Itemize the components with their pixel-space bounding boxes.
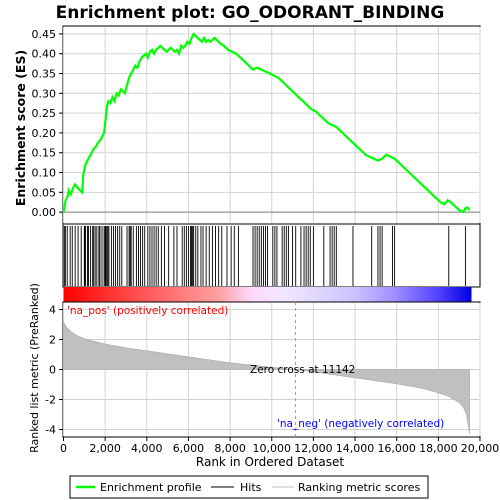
es-y-tick-label: 0.20 [32, 127, 57, 140]
pos-annotation: 'na_pos' (positively correlated) [67, 305, 228, 317]
x-tick-label: 0 [60, 442, 67, 455]
x-tick-label: 4,000 [131, 442, 163, 455]
es-y-tick-label: 0.05 [32, 186, 57, 199]
es-y-tick-label: 0.25 [32, 107, 57, 120]
legend-enrichment-label: Enrichment profile [100, 481, 202, 494]
x-axis: 0 2,000 4,000 6,000 8,000 10,000 12,000 14,000 1… [60, 437, 499, 455]
es-y-tick-label: 0.10 [32, 167, 57, 180]
es-panel: 0.00 0.05 0.10 0.15 0.20 0.25 0.30 0.35 0.40 0.45… [13, 25, 481, 225]
metric-y-tick-label: -2 [45, 394, 56, 407]
hit-marks [63, 226, 466, 286]
legend-metric-label: Ranking metric scores [298, 481, 420, 494]
es-y-tick-label: 0.35 [32, 68, 57, 81]
x-axis-label: Rank in Ordered Dataset [196, 455, 344, 469]
es-y-axis: 0.00 0.05 0.10 0.15 0.20 0.25 0.30 0.35 0.40 0.45 [32, 28, 63, 219]
metric-y-tick-label: 4 [49, 304, 56, 317]
x-tick-label: 14,000 [336, 442, 375, 455]
es-y-tick-label: 0.15 [32, 147, 57, 160]
es-profile-line [62, 32, 471, 214]
metric-y-tick-label: -4 [45, 424, 56, 437]
x-tick-label: 2,000 [89, 442, 121, 455]
chart-title: Enrichment plot: GO_ODORANT_BINDING [56, 3, 445, 23]
metric-y-label: Ranked list metric (PreRanked) [28, 283, 41, 453]
es-y-tick-label: 0.40 [32, 48, 57, 61]
x-tick-label: 20,000 [461, 442, 500, 455]
neg-annotation: 'na_neg' (negatively correlated) [277, 418, 444, 430]
hits-panel-frame [62, 223, 481, 288]
ranking-metric-area [63, 321, 470, 435]
legend-box [69, 475, 429, 499]
legend: Enrichment profile Hits Ranking metric s… [69, 475, 429, 499]
hits-panel [62, 223, 481, 288]
x-tick-label: 8,000 [214, 442, 246, 455]
x-tick-label: 12,000 [294, 442, 333, 455]
zero-cross-annotation: Zero cross at 11142 [250, 364, 355, 376]
metric-y-tick-label: 2 [49, 334, 56, 347]
rank-color-bar [63, 287, 472, 302]
es-y-tick-label: 0.00 [32, 206, 57, 219]
es-y-tick-label: 0.45 [32, 28, 57, 41]
es-y-tick-label: 0.30 [32, 87, 57, 100]
legend-hits-label: Hits [240, 481, 262, 494]
x-tick-label: 6,000 [173, 442, 205, 455]
metric-y-tick-label: 0 [49, 364, 56, 377]
x-tick-label: 18,000 [419, 442, 458, 455]
es-y-label: Enrichment score (ES) [13, 50, 28, 206]
metric-panel: -4 -2 0 2 4 'na_pos' (positively correlated)… [28, 283, 481, 453]
x-tick-label: 10,000 [253, 442, 292, 455]
x-tick-label: 16,000 [377, 442, 416, 455]
metric-y-axis: -4 -2 0 2 4 [45, 304, 63, 437]
